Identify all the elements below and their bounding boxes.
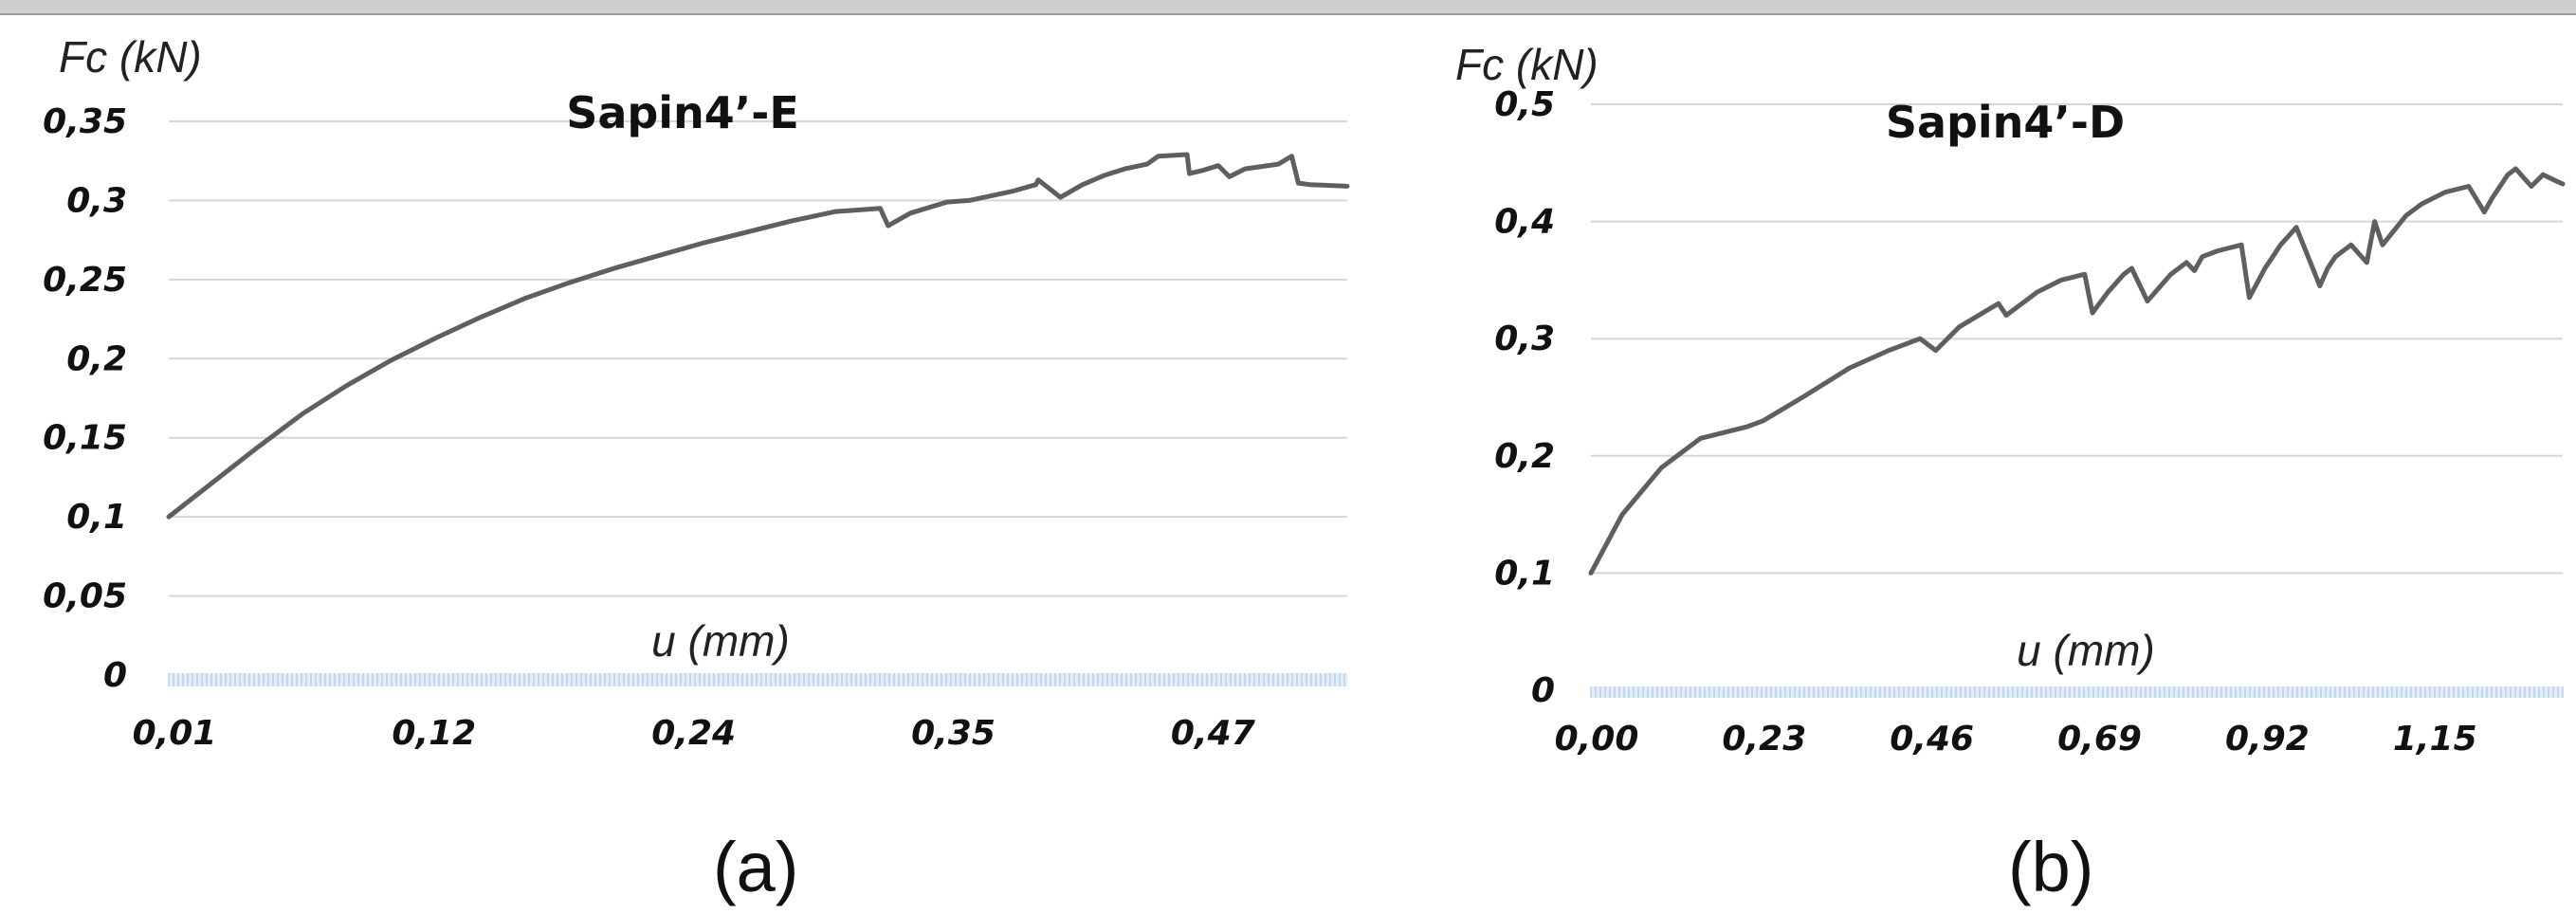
x-tick-label: 0,35 — [911, 714, 996, 753]
y-axis-title: Fc (kN) — [1455, 40, 1599, 89]
x-tick-label: 0,24 — [651, 714, 736, 753]
chart-b: 0 0,1 0,2 0,3 0,4 0,5 0,00 0,23 0,46 0,69 0,92 1,15… — [1455, 40, 2566, 759]
y-tick-label: 0,05 — [43, 577, 127, 616]
y-tick-label: 0,2 — [66, 339, 127, 378]
y-tick-label: 0,1 — [1494, 554, 1555, 593]
y-tick-label: 0,25 — [43, 261, 127, 300]
x-tick-label: 0,47 — [1171, 714, 1255, 753]
x-tick-label: 0,69 — [2057, 720, 2142, 759]
y-tick-label: 0 — [1531, 671, 1555, 710]
y-tick-label: 0,5 — [1494, 85, 1555, 124]
chart-a: 0 0,05 0,1 0,15 0,2 0,25 0,3 0,35 0,01 0,12 0,24 0,… — [43, 32, 1350, 753]
y-tick-label: 0,15 — [43, 419, 127, 458]
y-tick-label: 0 — [103, 656, 127, 695]
x-tick-label: 0,92 — [2225, 720, 2310, 759]
x-axis-title: u (mm) — [2017, 626, 2155, 675]
series-line — [1588, 166, 2566, 576]
window-top-bar — [0, 0, 2576, 15]
x-tick-label: 0,46 — [1890, 720, 1974, 759]
x-tick-label: 1,15 — [2393, 720, 2477, 759]
x-axis-band — [1590, 686, 2564, 698]
x-tick-label: 0,23 — [1722, 720, 1806, 759]
x-tick-label: 0,12 — [392, 714, 476, 753]
chart-title: Sapin4’-E — [566, 87, 799, 138]
y-tick-label: 0,3 — [66, 181, 127, 220]
y-tick-label: 0,4 — [1494, 203, 1555, 242]
series-line — [166, 152, 1350, 520]
y-tick-label: 0,35 — [43, 102, 127, 141]
chart-title: Sapin4’-D — [1886, 97, 2125, 148]
panel-label-b: (b) — [2008, 828, 2094, 906]
x-axis-band-fill — [1591, 686, 2563, 698]
y-tick-label: 0,2 — [1494, 437, 1555, 476]
panel-label-a: (a) — [713, 828, 799, 906]
y-tick-label: 0,3 — [1494, 320, 1555, 358]
x-tick-label: 0,01 — [133, 714, 217, 753]
y-tick-label: 0,1 — [66, 498, 127, 537]
x-tick-label: 0,00 — [1555, 720, 1639, 759]
y-axis-title: Fc (kN) — [59, 32, 202, 82]
x-axis-band-fill — [169, 673, 1347, 686]
x-axis-band — [168, 673, 1347, 686]
x-axis-title: u (mm) — [651, 616, 790, 666]
